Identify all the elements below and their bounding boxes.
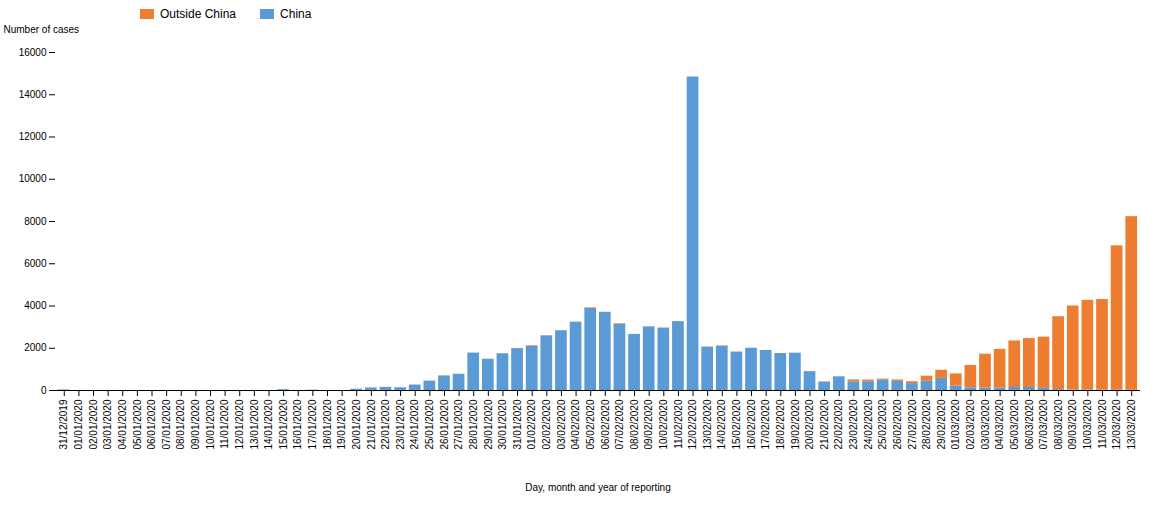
svg-text:13/01/2020: 13/01/2020 [249,399,260,449]
svg-text:10/01/2020: 10/01/2020 [205,399,216,449]
svg-text:21/02/2020: 21/02/2020 [819,399,830,449]
svg-text:28/02/2020: 28/02/2020 [921,399,932,449]
svg-text:08/01/2020: 08/01/2020 [175,399,186,449]
svg-text:27/01/2020: 27/01/2020 [453,399,464,449]
svg-text:02/03/2020: 02/03/2020 [965,399,976,449]
svg-text:03/02/2020: 03/02/2020 [556,399,567,449]
svg-text:4000: 4000 [24,300,47,311]
svg-text:26/01/2020: 26/01/2020 [439,399,450,449]
svg-text:08/03/2020: 08/03/2020 [1053,399,1064,449]
svg-text:07/01/2020: 07/01/2020 [161,399,172,449]
svg-text:13/03/2020: 13/03/2020 [1126,399,1137,449]
svg-text:18/01/2020: 18/01/2020 [322,399,333,449]
svg-text:12/02/2020: 12/02/2020 [687,399,698,449]
svg-text:01/03/2020: 01/03/2020 [950,399,961,449]
svg-text:06/01/2020: 06/01/2020 [146,399,157,449]
svg-text:19/02/2020: 19/02/2020 [790,399,801,449]
svg-text:12/03/2020: 12/03/2020 [1111,399,1122,449]
svg-text:05/01/2020: 05/01/2020 [132,399,143,449]
svg-text:28/01/2020: 28/01/2020 [468,399,479,449]
svg-text:10000: 10000 [19,173,47,184]
svg-text:24/02/2020: 24/02/2020 [863,399,874,449]
svg-text:11/02/2020: 11/02/2020 [673,399,684,449]
svg-text:09/03/2020: 09/03/2020 [1067,399,1078,449]
svg-text:31/12/2019: 31/12/2019 [58,399,69,449]
svg-text:03/01/2020: 03/01/2020 [102,399,113,449]
html-text:Outside China: Outside China [160,7,236,21]
svg-text:05/03/2020: 05/03/2020 [1009,399,1020,449]
svg-text:23/02/2020: 23/02/2020 [848,399,859,449]
svg-text:Number of cases: Number of cases [4,24,80,35]
svg-text:04/02/2020: 04/02/2020 [570,399,581,449]
svg-text:16/02/2020: 16/02/2020 [746,399,757,449]
svg-text:6000: 6000 [24,258,47,269]
svg-text:03/03/2020: 03/03/2020 [980,399,991,449]
svg-text:24/01/2020: 24/01/2020 [409,399,420,449]
svg-text:18/02/2020: 18/02/2020 [775,399,786,449]
svg-text:15/01/2020: 15/01/2020 [278,399,289,449]
svg-text:02/01/2020: 02/01/2020 [88,399,99,449]
svg-text:17/02/2020: 17/02/2020 [760,399,771,449]
svg-text:26/02/2020: 26/02/2020 [892,399,903,449]
svg-text:14/02/2020: 14/02/2020 [716,399,727,449]
svg-text:20/01/2020: 20/01/2020 [351,399,362,449]
svg-text:2000: 2000 [24,342,47,353]
svg-text:22/01/2020: 22/01/2020 [380,399,391,449]
svg-text:16/01/2020: 16/01/2020 [292,399,303,449]
svg-text:01/02/2020: 01/02/2020 [526,399,537,449]
svg-text:13/02/2020: 13/02/2020 [702,399,713,449]
svg-text:17/01/2020: 17/01/2020 [307,399,318,449]
svg-text:30/01/2020: 30/01/2020 [497,399,508,449]
svg-text:04/01/2020: 04/01/2020 [117,399,128,449]
svg-text:09/02/2020: 09/02/2020 [643,399,654,449]
svg-text:09/01/2020: 09/01/2020 [190,399,201,449]
svg-text:08/02/2020: 08/02/2020 [629,399,640,449]
svg-text:14000: 14000 [19,89,47,100]
svg-text:Day, month and year of reporti: Day, month and year of reporting [525,482,670,493]
svg-text:31/01/2020: 31/01/2020 [512,399,523,449]
svg-text:10/02/2020: 10/02/2020 [658,399,669,449]
svg-text:11/03/2020: 11/03/2020 [1097,399,1108,449]
svg-text:23/01/2020: 23/01/2020 [395,399,406,449]
svg-text:12000: 12000 [19,131,47,142]
svg-text:11/01/2020: 11/01/2020 [219,399,230,449]
svg-text:25/01/2020: 25/01/2020 [424,399,435,449]
svg-text:0: 0 [41,385,47,396]
svg-text:27/02/2020: 27/02/2020 [907,399,918,449]
svg-text:02/02/2020: 02/02/2020 [541,399,552,449]
svg-text:07/03/2020: 07/03/2020 [1038,399,1049,449]
svg-text:06/02/2020: 06/02/2020 [600,399,611,449]
svg-text:19/01/2020: 19/01/2020 [336,399,347,449]
svg-text:21/01/2020: 21/01/2020 [366,399,377,449]
svg-text:20/02/2020: 20/02/2020 [804,399,815,449]
svg-text:16000: 16000 [19,47,47,58]
svg-text:12/01/2020: 12/01/2020 [234,399,245,449]
svg-text:07/02/2020: 07/02/2020 [614,399,625,449]
svg-text:01/01/2020: 01/01/2020 [73,399,84,449]
svg-text:04/03/2020: 04/03/2020 [994,399,1005,449]
svg-text:8000: 8000 [24,216,47,227]
svg-text:15/02/2020: 15/02/2020 [731,399,742,449]
svg-text:14/01/2020: 14/01/2020 [263,399,274,449]
html-text:China: China [280,7,312,21]
svg-text:29/01/2020: 29/01/2020 [483,399,494,449]
svg-text:22/02/2020: 22/02/2020 [833,399,844,449]
svg-text:05/02/2020: 05/02/2020 [585,399,596,449]
svg-text:10/03/2020: 10/03/2020 [1082,399,1093,449]
svg-text:25/02/2020: 25/02/2020 [877,399,888,449]
svg-text:29/02/2020: 29/02/2020 [936,399,947,449]
svg-text:06/03/2020: 06/03/2020 [1024,399,1035,449]
